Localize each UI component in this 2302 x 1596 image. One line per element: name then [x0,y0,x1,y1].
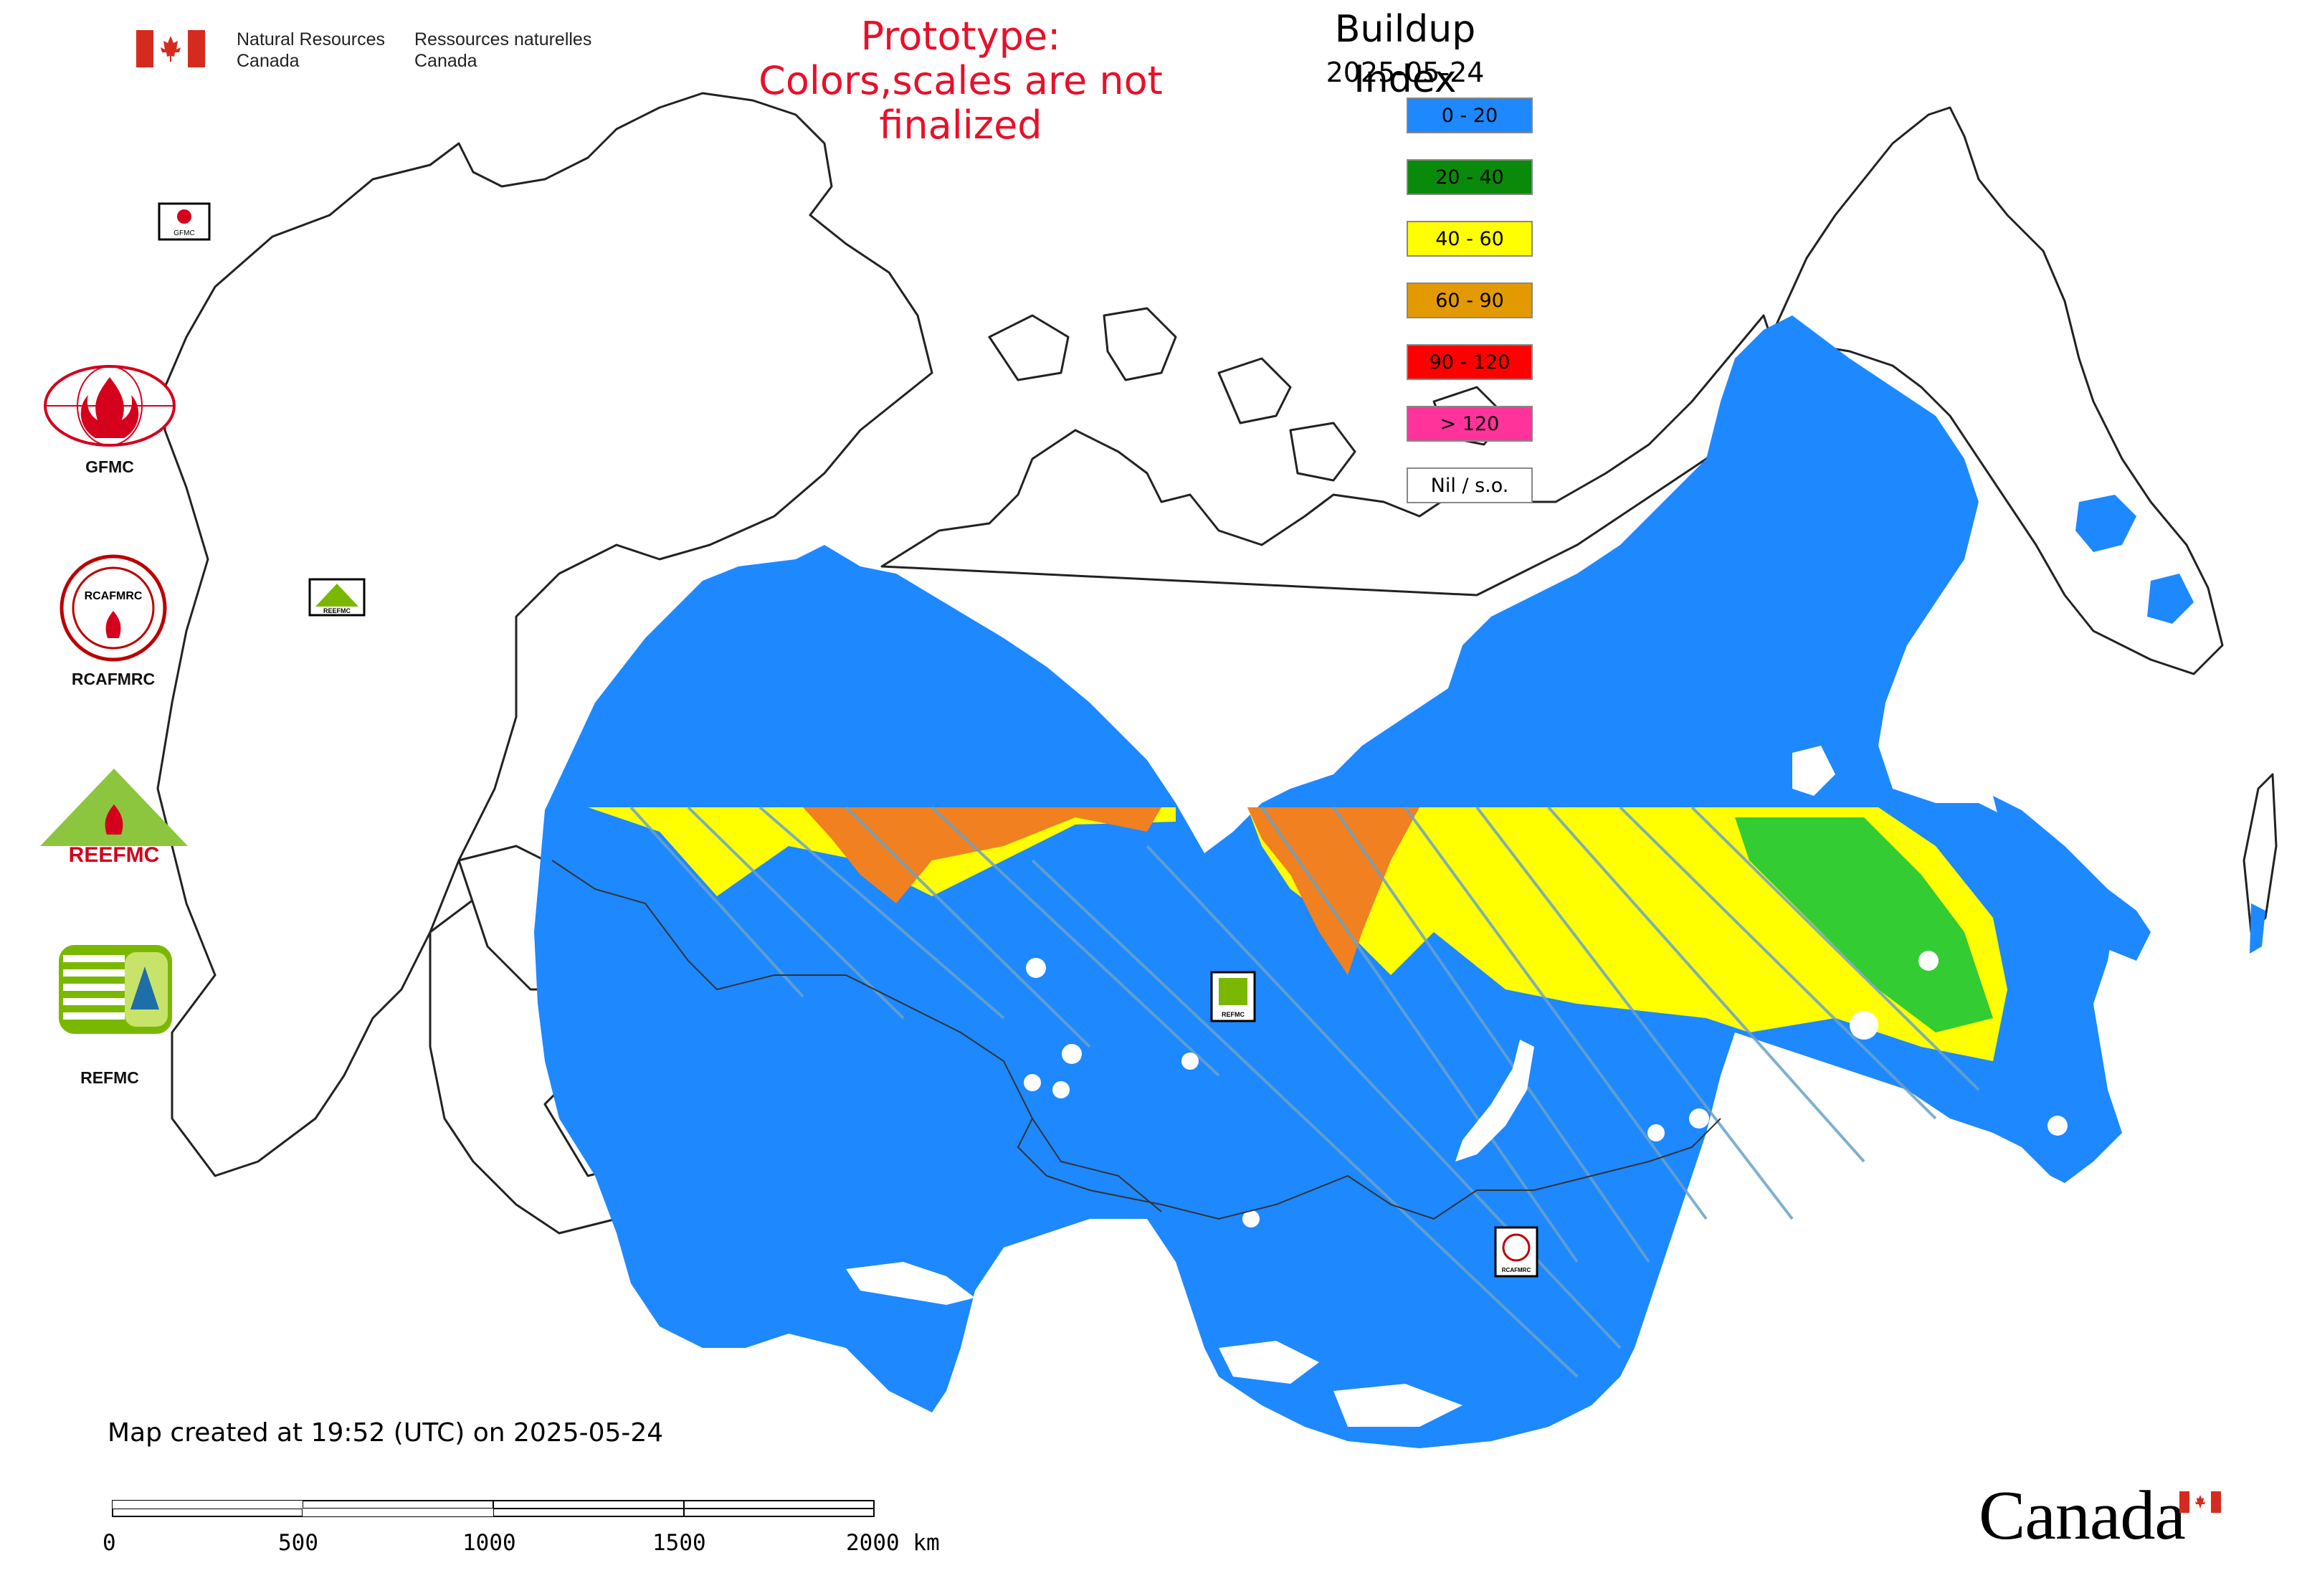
canada-flag-icon [136,30,205,67]
legend-date: 2025-05-24 [1326,57,1485,88]
scale-label-500: 500 [278,1530,318,1556]
canada-wordmark-flag-icon [2179,1491,2221,1513]
gfmc-logo-icon [44,365,176,447]
dept-name-fr: Ressources naturelles Canada [414,29,592,71]
rcafmrc-label: RCAFMRC [71,670,156,688]
legend-item-over-120: > 120 [1407,406,1533,442]
low-class-kamchatka-2 [2147,574,2194,624]
internal-borders [551,860,1721,1220]
gfmc-label: GFMC [85,457,134,476]
scale-label-2000-km: 2000 km [846,1530,940,1556]
legend-item-nil: Nil / s.o. [1407,467,1533,503]
prototype-note: Prototype: Colors,scales are not finaliz… [758,14,1163,148]
map-marker-refmc: REFMC [1210,971,1256,1022]
canada-wordmark: Canada [1979,1477,2186,1554]
scale-bar [112,1500,875,1517]
legend-title: Buildup Index [1334,8,1476,101]
svg-text:RCAFMRC: RCAFMRC [85,590,143,602]
map-created-timestamp: Map created at 19:52 (UTC) on 2025-05-24 [108,1418,664,1448]
orange-class-west [803,807,1161,903]
streak-artifacts [629,806,1980,1378]
map-marker-rcafmrc: RCAFMRC [1494,1226,1538,1278]
refmc-logo-icon [59,945,172,1034]
scale-label-1000: 1000 [462,1530,516,1556]
legend-item-60-90: 60 - 90 [1407,282,1533,318]
reefmc-logo-icon: REEFMC [40,769,188,866]
scale-label-0: 0 [103,1530,116,1556]
nil-areas [846,746,2068,1427]
svg-text:REEFMC: REEFMC [69,843,160,866]
legend-item-0-20: 0 - 20 [1407,98,1533,133]
scale-label-1500: 1500 [652,1530,706,1556]
map-marker-gfmc: GFMC [158,202,211,241]
svg-text:RCAFMRC: RCAFMRC [1502,1267,1531,1273]
low-class-sakhalin [1993,796,2151,961]
low-class-island [2250,903,2265,954]
legend-item-20-40: 20 - 40 [1407,159,1533,195]
legend-item-40-60: 40 - 60 [1407,221,1533,257]
dept-name-en: Natural Resources Canada [237,29,386,71]
refmc-label: REFMC [80,1068,139,1087]
map-marker-reefmc: REEFMC [308,578,366,617]
rcafmrc-logo-icon: RCAFMRC [60,554,167,662]
svg-text:REFMC: REFMC [1222,1011,1245,1018]
green-class-east [1735,817,1993,1032]
low-class-kamchatka-1 [2075,495,2136,552]
legend-item-90-120: 90 - 120 [1407,344,1533,380]
buildup-index-coverage [534,315,2265,1448]
svg-text:GFMC: GFMC [173,229,194,237]
svg-text:REEFMC: REEFMC [323,607,351,614]
